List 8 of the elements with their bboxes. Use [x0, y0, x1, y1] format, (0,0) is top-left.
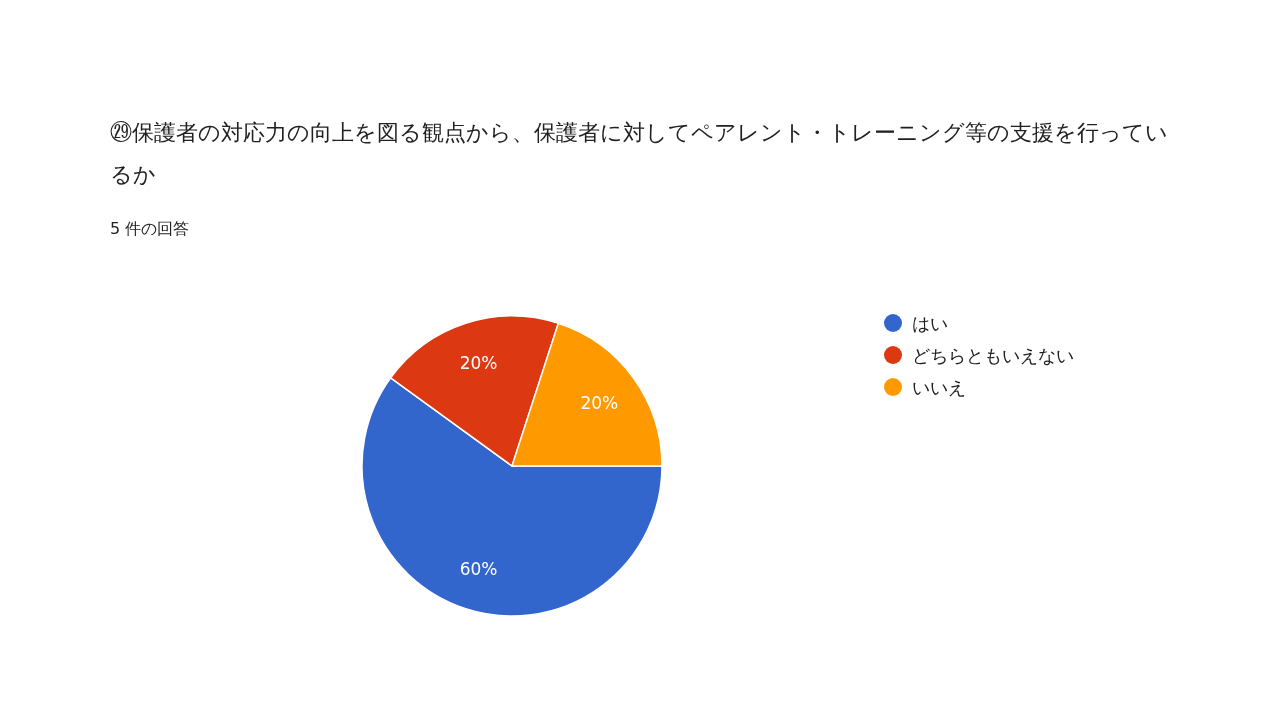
data-label: 20% [580, 392, 619, 413]
chart-title: ㉙保護者の対応力の向上を図る観点から、保護者に対してペアレント・トレーニング等の支援を行っているか [110, 120, 1168, 187]
data-label: 60% [459, 558, 498, 579]
legend-label: いいえ [912, 377, 966, 398]
data-label: 20% [459, 353, 498, 374]
text: 5 件の回答 [110, 219, 190, 238]
legend-label: はい [912, 313, 948, 334]
legend-label: どちらともいえない [912, 345, 1074, 366]
